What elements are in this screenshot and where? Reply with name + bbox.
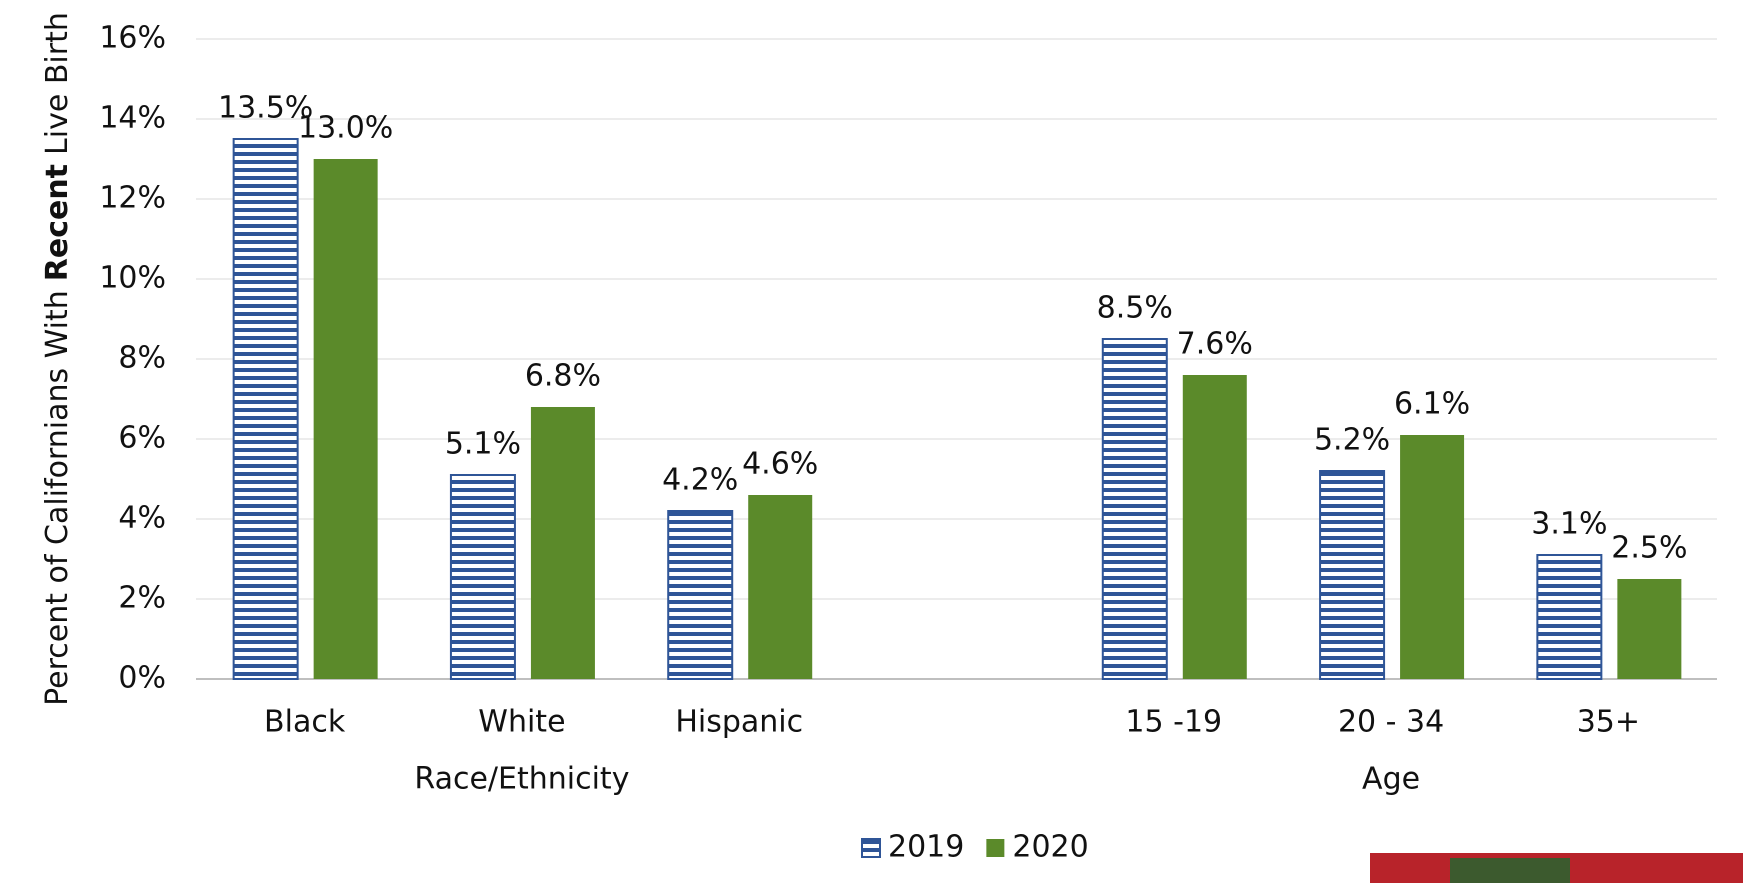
bar xyxy=(530,407,595,679)
bar xyxy=(1101,338,1168,680)
y-tick-label: 12% xyxy=(99,181,166,216)
value-label: 3.1% xyxy=(1531,507,1607,542)
legend-label: 2020 xyxy=(1012,830,1088,865)
group-label: Race/Ethnicity xyxy=(414,762,629,797)
legend-label: 2019 xyxy=(888,830,964,865)
group-label: Age xyxy=(1362,762,1420,797)
x-tick-label: 15 -19 xyxy=(1125,705,1222,740)
bar xyxy=(449,474,516,680)
y-axis-label-part: Live Birth xyxy=(40,12,75,155)
x-tick-label: Hispanic xyxy=(675,705,803,740)
decor-image xyxy=(1450,858,1570,883)
y-tick-label: 8% xyxy=(118,341,166,376)
value-label: 4.6% xyxy=(742,447,818,482)
y-axis-label-part: Percent of Californians With xyxy=(40,290,75,706)
value-label: 6.1% xyxy=(1394,387,1470,422)
bar xyxy=(1182,375,1247,679)
y-tick-label: 10% xyxy=(99,261,166,296)
y-axis-label: Percent of Californians With Recent Live B… xyxy=(40,12,75,706)
value-label: 2.5% xyxy=(1611,531,1687,566)
legend-swatch xyxy=(861,838,881,858)
bar xyxy=(748,495,813,679)
x-tick-label: 35+ xyxy=(1577,705,1640,740)
value-label: 13.5% xyxy=(218,91,313,126)
value-label: 5.1% xyxy=(445,427,521,462)
bar xyxy=(1536,554,1603,680)
value-label: 4.2% xyxy=(662,463,738,498)
bar xyxy=(1617,579,1682,679)
y-tick-label: 4% xyxy=(118,501,166,536)
bar xyxy=(313,159,378,679)
value-label: 7.6% xyxy=(1177,327,1253,362)
y-axis-label-part: Recent xyxy=(40,164,75,281)
bar xyxy=(667,510,734,680)
y-tick-label: 16% xyxy=(99,21,166,56)
y-tick-label: 2% xyxy=(118,581,166,616)
y-tick-label: 14% xyxy=(99,101,166,136)
bar xyxy=(1319,470,1386,680)
x-tick-label: 20 - 34 xyxy=(1338,705,1444,740)
bar xyxy=(1400,435,1465,679)
x-tick-label: Black xyxy=(264,705,346,740)
legend-swatch xyxy=(986,839,1005,857)
value-label: 5.2% xyxy=(1314,423,1390,458)
value-label: 13.0% xyxy=(298,111,393,146)
bar xyxy=(232,138,299,680)
value-label: 8.5% xyxy=(1097,291,1173,326)
y-tick-label: 0% xyxy=(118,661,166,696)
y-tick-label: 6% xyxy=(118,421,166,456)
x-tick-label: White xyxy=(478,705,565,740)
value-label: 6.8% xyxy=(525,359,601,394)
